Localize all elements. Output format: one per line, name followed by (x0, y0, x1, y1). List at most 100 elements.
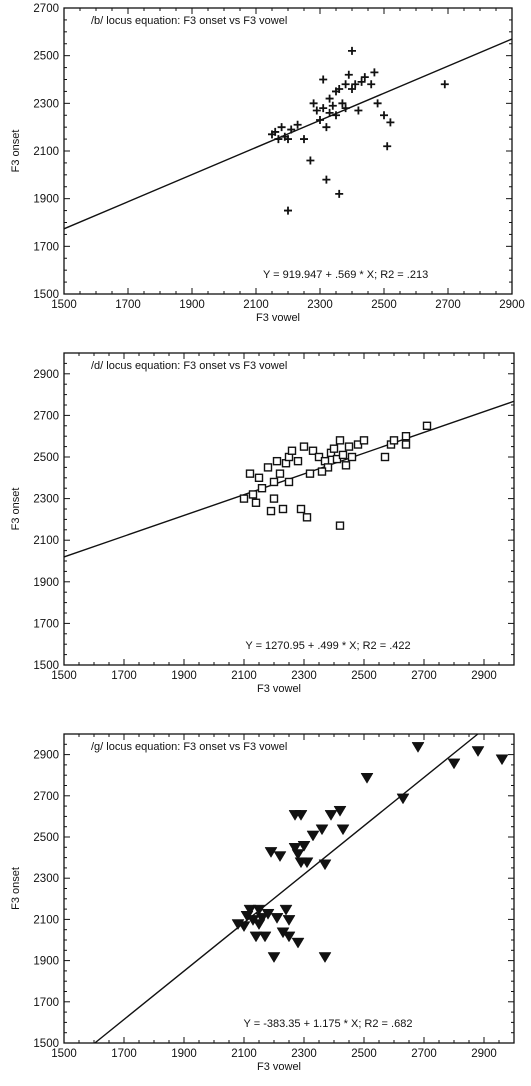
data-point (306, 156, 315, 165)
data-point (383, 142, 392, 151)
y-tick-label: 1500 (33, 1038, 59, 1050)
chart-title: /b/ locus equation: F3 onset vs F3 vowel (91, 15, 287, 27)
data-point (297, 840, 311, 852)
x-tick-label: 1900 (171, 670, 197, 682)
y-tick-label: 1700 (33, 997, 59, 1009)
data-point (344, 70, 353, 79)
y-tick-label: 1700 (33, 618, 59, 630)
y-tick-label: 1500 (33, 660, 59, 672)
data-point (341, 461, 351, 470)
data-point (293, 120, 302, 129)
data-point (270, 913, 284, 924)
x-tick-label: 2300 (307, 299, 333, 311)
data-point (344, 442, 354, 451)
data-point (401, 440, 411, 449)
data-point (264, 847, 278, 858)
y-tick-label: 1700 (33, 241, 59, 253)
data-point (401, 432, 411, 441)
x-axis-label: F3 vowel (257, 1061, 301, 1073)
y-axis-label: F3 onset (10, 130, 22, 173)
data-point (284, 135, 292, 144)
data-point (294, 810, 308, 821)
data-point (275, 469, 285, 478)
data-point (315, 824, 329, 836)
x-axis-label: F3 vowel (257, 683, 301, 695)
data-point (335, 85, 344, 94)
y-tick-label: 2100 (33, 535, 59, 547)
x-axis-label: F3 vowel (256, 312, 300, 324)
data-point (257, 484, 267, 493)
x-tick-label: 2900 (471, 670, 497, 682)
x-tick-label: 2100 (231, 1048, 257, 1060)
data-point (251, 498, 261, 507)
y-tick-label: 2500 (33, 452, 59, 464)
y-tick-label: 2300 (33, 873, 59, 885)
data-point (348, 85, 356, 94)
data-point (258, 931, 272, 943)
data-point (336, 824, 350, 836)
data-point (322, 123, 331, 132)
data-point (302, 513, 312, 522)
x-tick-label: 2700 (411, 1048, 437, 1060)
x-tick-label: 2900 (499, 299, 525, 311)
y-tick-label: 1900 (33, 956, 59, 968)
data-point (296, 504, 306, 514)
data-point (273, 851, 287, 863)
data-point (411, 742, 425, 753)
data-point (263, 463, 273, 472)
data-point (422, 421, 432, 430)
data-point (309, 99, 318, 108)
data-point (359, 436, 369, 445)
x-tick-label: 2100 (231, 670, 257, 682)
y-tick-label: 2900 (33, 750, 59, 762)
y-tick-label: 2300 (33, 494, 59, 506)
regression-equation: Y = 1270.95 + .499 * X; R2 = .422 (245, 640, 410, 652)
data-point (335, 521, 345, 530)
data-point (248, 490, 258, 499)
data-point (278, 504, 288, 514)
data-point (351, 80, 360, 89)
data-point (291, 937, 305, 949)
data-point (333, 805, 347, 817)
data-point (269, 494, 279, 503)
data-point (306, 830, 320, 842)
data-point (495, 754, 509, 766)
x-tick-label: 1700 (111, 1048, 137, 1060)
y-tick-label: 1900 (33, 194, 59, 206)
data-point (317, 467, 327, 476)
data-point (332, 111, 340, 120)
data-point (338, 450, 348, 460)
data-point (354, 106, 363, 115)
x-tick-label: 2700 (435, 299, 461, 311)
y-axis-label: F3 onset (10, 867, 22, 910)
data-point (335, 436, 345, 445)
data-point (324, 810, 338, 821)
data-point (254, 473, 264, 482)
data-point (287, 125, 296, 134)
chart-title: /d/ locus equation: F3 onset vs F3 vowel (91, 360, 287, 372)
data-point (266, 506, 276, 516)
data-point (319, 104, 328, 113)
data-point (269, 477, 279, 487)
data-point (380, 111, 388, 120)
data-point (348, 46, 356, 55)
regression-line (63, 38, 513, 230)
plot-frame (63, 7, 513, 295)
data-point (252, 904, 266, 916)
data-point (284, 206, 292, 215)
regression-equation: Y = -383.35 + 1.175 * X; R2 = .682 (244, 1018, 413, 1030)
chart-panel-2: 1500 1700 1900 2100 2300 2500 2700 2900 1500 1700… (10, 352, 515, 695)
data-point (335, 189, 344, 198)
y-tick-label: 2700 (33, 791, 59, 803)
regression-equation: Y = 919.947 + .569 * X; R2 = .213 (263, 269, 428, 281)
y-tick-label: 2500 (33, 51, 59, 63)
x-tick-label: 2100 (243, 299, 269, 311)
data-point (367, 80, 376, 89)
y-tick-label: 2500 (33, 832, 59, 844)
data-point (370, 68, 379, 77)
data-point (389, 436, 399, 445)
regression-line (94, 733, 479, 1044)
x-tick-label: 2500 (351, 1048, 377, 1060)
data-point (386, 118, 395, 127)
data-point (282, 915, 296, 926)
